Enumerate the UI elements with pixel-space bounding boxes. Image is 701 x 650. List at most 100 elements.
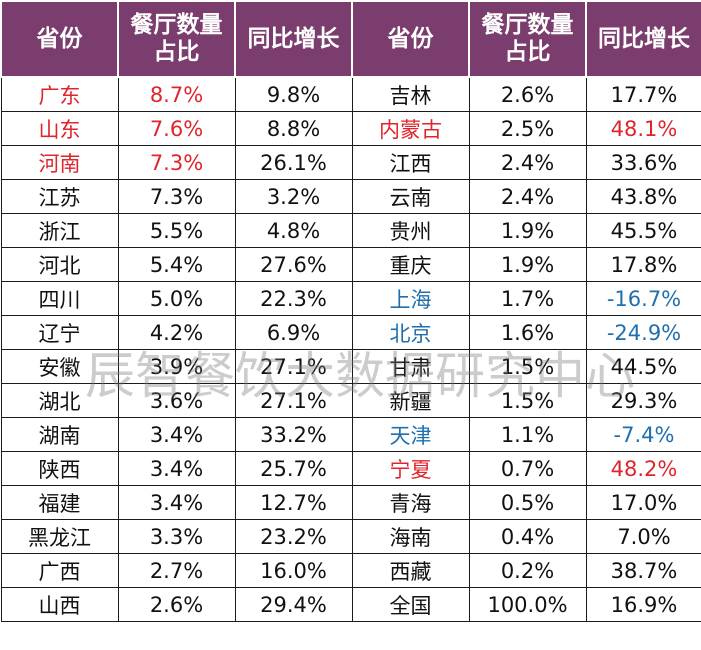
- header-province: 省份: [0, 0, 119, 78]
- growth-cell: -16.7%: [585, 281, 701, 316]
- share-cell: 0.2%: [468, 553, 587, 588]
- growth-cell: 17.0%: [585, 485, 701, 520]
- province-cell: 云南: [351, 179, 470, 214]
- growth-cell: 27.1%: [234, 349, 353, 384]
- province-cell: 福建: [0, 485, 119, 520]
- share-cell: 5.5%: [117, 213, 236, 248]
- growth-cell: 27.6%: [234, 247, 353, 282]
- share-cell: 100.0%: [468, 587, 587, 622]
- table-row: 湖南 3.4% 33.2% 天津 1.1% -7.4%: [0, 417, 701, 452]
- province-cell: 重庆: [351, 247, 470, 282]
- province-cell: 安徽: [0, 349, 119, 384]
- growth-cell: 33.6%: [585, 145, 701, 180]
- share-cell: 5.4%: [117, 247, 236, 282]
- province-cell: 全国: [351, 587, 470, 622]
- province-cell: 贵州: [351, 213, 470, 248]
- table-row: 山东 7.6% 8.8% 内蒙古 2.5% 48.1%: [0, 111, 701, 146]
- share-cell: 3.3%: [117, 519, 236, 554]
- growth-cell: 23.2%: [234, 519, 353, 554]
- share-cell: 4.2%: [117, 315, 236, 350]
- province-cell: 甘肃: [351, 349, 470, 384]
- province-cell: 山东: [0, 111, 119, 146]
- share-cell: 7.3%: [117, 145, 236, 180]
- share-cell: 5.0%: [117, 281, 236, 316]
- share-cell: 3.6%: [117, 383, 236, 418]
- province-cell: 江苏: [0, 179, 119, 214]
- header-yoy-growth: 同比增长: [585, 0, 701, 78]
- share-cell: 3.9%: [117, 349, 236, 384]
- growth-cell: 48.2%: [585, 451, 701, 486]
- growth-cell: 17.7%: [585, 76, 701, 112]
- table-row: 安徽 3.9% 27.1% 甘肃 1.5% 44.5%: [0, 349, 701, 384]
- header-restaurant-share: 餐厅数量 占比: [117, 0, 236, 78]
- growth-cell: 33.2%: [234, 417, 353, 452]
- table-row: 福建 3.4% 12.7% 青海 0.5% 17.0%: [0, 485, 701, 520]
- share-cell: 3.4%: [117, 485, 236, 520]
- share-cell: 3.4%: [117, 451, 236, 486]
- growth-cell: 16.9%: [585, 587, 701, 622]
- growth-cell: 29.3%: [585, 383, 701, 418]
- province-cell: 宁夏: [351, 451, 470, 486]
- growth-cell: 26.1%: [234, 145, 353, 180]
- province-restaurant-table: 省份 餐厅数量 占比 同比增长 省份 餐厅数量 占比 同比增长 广东 8.7% 9.8% 吉林 2.6…: [0, 0, 701, 622]
- share-cell: 1.6%: [468, 315, 587, 350]
- table-row: 浙江 5.5% 4.8% 贵州 1.9% 45.5%: [0, 213, 701, 248]
- province-cell: 陕西: [0, 451, 119, 486]
- province-cell: 浙江: [0, 213, 119, 248]
- header-yoy-growth: 同比增长: [234, 0, 353, 78]
- province-cell: 湖北: [0, 383, 119, 418]
- header-restaurant-share: 餐厅数量 占比: [468, 0, 587, 78]
- share-cell: 1.7%: [468, 281, 587, 316]
- share-cell: 0.7%: [468, 451, 587, 486]
- table-row: 辽宁 4.2% 6.9% 北京 1.6% -24.9%: [0, 315, 701, 350]
- share-cell: 0.4%: [468, 519, 587, 554]
- growth-cell: 4.8%: [234, 213, 353, 248]
- table-row: 河南 7.3% 26.1% 江西 2.4% 33.6%: [0, 145, 701, 180]
- province-cell: 青海: [351, 485, 470, 520]
- province-cell: 西藏: [351, 553, 470, 588]
- share-cell: 2.6%: [468, 76, 587, 112]
- share-cell: 1.5%: [468, 383, 587, 418]
- growth-cell: 44.5%: [585, 349, 701, 384]
- share-cell: 1.9%: [468, 247, 587, 282]
- province-cell: 四川: [0, 281, 119, 316]
- share-cell: 1.9%: [468, 213, 587, 248]
- province-cell: 新疆: [351, 383, 470, 418]
- province-cell: 海南: [351, 519, 470, 554]
- province-cell: 上海: [351, 281, 470, 316]
- growth-cell: 25.7%: [234, 451, 353, 486]
- growth-cell: 7.0%: [585, 519, 701, 554]
- growth-cell: 43.8%: [585, 179, 701, 214]
- province-cell: 辽宁: [0, 315, 119, 350]
- growth-cell: -24.9%: [585, 315, 701, 350]
- table-row: 陕西 3.4% 25.7% 宁夏 0.7% 48.2%: [0, 451, 701, 486]
- growth-cell: 16.0%: [234, 553, 353, 588]
- share-cell: 2.4%: [468, 179, 587, 214]
- share-cell: 3.4%: [117, 417, 236, 452]
- header-row: 省份 餐厅数量 占比 同比增长 省份 餐厅数量 占比 同比增长: [0, 0, 701, 78]
- province-cell: 河北: [0, 247, 119, 282]
- growth-cell: 27.1%: [234, 383, 353, 418]
- table-row: 广东 8.7% 9.8% 吉林 2.6% 17.7%: [0, 76, 701, 112]
- header-province: 省份: [351, 0, 470, 78]
- province-cell: 北京: [351, 315, 470, 350]
- province-cell: 广西: [0, 553, 119, 588]
- province-cell: 黑龙江: [0, 519, 119, 554]
- province-cell: 吉林: [351, 76, 470, 112]
- growth-cell: 22.3%: [234, 281, 353, 316]
- growth-cell: 6.9%: [234, 315, 353, 350]
- growth-cell: 9.8%: [234, 76, 353, 112]
- share-cell: 2.4%: [468, 145, 587, 180]
- growth-cell: -7.4%: [585, 417, 701, 452]
- growth-cell: 48.1%: [585, 111, 701, 146]
- province-cell: 河南: [0, 145, 119, 180]
- share-cell: 2.6%: [117, 587, 236, 622]
- table-row: 河北 5.4% 27.6% 重庆 1.9% 17.8%: [0, 247, 701, 282]
- share-cell: 8.7%: [117, 76, 236, 112]
- share-cell: 2.5%: [468, 111, 587, 146]
- province-cell: 广东: [0, 76, 119, 112]
- province-cell: 江西: [351, 145, 470, 180]
- growth-cell: 17.8%: [585, 247, 701, 282]
- share-cell: 7.3%: [117, 179, 236, 214]
